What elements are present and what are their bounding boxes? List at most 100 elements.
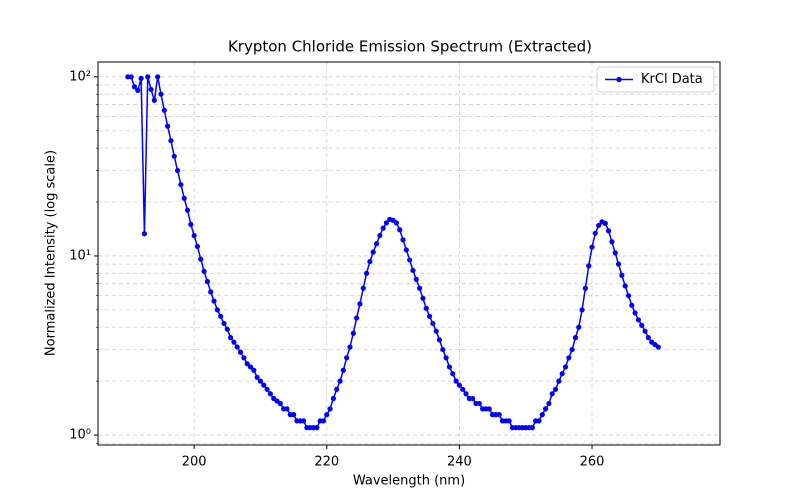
point <box>629 302 635 308</box>
point <box>128 74 134 80</box>
point <box>546 400 552 407</box>
point <box>632 310 638 316</box>
point <box>300 418 307 424</box>
point <box>436 337 443 343</box>
x-axis-label: Wavelength (nm) <box>353 474 465 489</box>
point <box>347 344 353 350</box>
point <box>592 230 598 236</box>
y-tick-label: 10² <box>69 69 91 84</box>
series <box>125 74 661 431</box>
plot-frame <box>97 61 721 446</box>
point <box>208 289 214 295</box>
point <box>320 418 327 424</box>
point <box>363 270 370 276</box>
point <box>413 276 419 282</box>
point <box>131 84 138 90</box>
point <box>556 378 562 384</box>
point <box>231 339 237 345</box>
point <box>158 91 164 97</box>
point <box>612 250 618 256</box>
point <box>145 74 151 80</box>
point <box>426 313 433 319</box>
point <box>463 391 469 397</box>
point <box>367 258 373 265</box>
point <box>576 324 582 330</box>
point <box>141 231 148 237</box>
point <box>430 320 436 327</box>
point <box>261 382 267 388</box>
point <box>221 320 227 327</box>
point <box>194 243 201 250</box>
point <box>635 317 642 323</box>
point <box>151 97 157 103</box>
point <box>161 107 167 113</box>
point <box>602 220 608 226</box>
point <box>264 386 270 392</box>
point <box>214 307 220 313</box>
point <box>625 293 632 299</box>
point <box>433 328 439 334</box>
point <box>247 364 254 370</box>
point <box>566 355 572 361</box>
point <box>529 425 535 431</box>
point <box>407 257 413 263</box>
point <box>254 374 260 380</box>
point <box>148 86 154 93</box>
point <box>218 313 224 319</box>
point <box>138 75 144 81</box>
point <box>446 364 453 370</box>
point <box>655 344 661 350</box>
point <box>420 295 426 301</box>
point <box>596 222 602 229</box>
point <box>622 283 628 289</box>
legend-box <box>596 66 715 93</box>
chart-title: Krypton Chloride Emission Spectrum (Extr… <box>228 38 592 56</box>
point <box>539 412 545 418</box>
point <box>562 364 569 370</box>
point <box>642 328 648 334</box>
point <box>549 391 555 397</box>
point <box>645 335 651 341</box>
point <box>619 272 625 278</box>
point <box>237 349 244 355</box>
point <box>397 227 403 233</box>
point <box>135 87 141 93</box>
point <box>291 412 297 418</box>
point <box>403 247 409 253</box>
point <box>639 322 645 328</box>
x-tick-label: 240 <box>447 455 472 470</box>
point <box>354 315 360 321</box>
point <box>380 225 386 231</box>
legend: KrCl Data <box>596 66 715 93</box>
point <box>579 307 585 313</box>
point <box>350 330 356 336</box>
point <box>267 391 274 397</box>
point <box>615 261 622 267</box>
point <box>417 285 423 291</box>
point <box>198 256 204 262</box>
point <box>569 346 575 353</box>
x-tick-label: 220 <box>314 455 339 470</box>
point <box>168 138 174 144</box>
point <box>191 232 197 239</box>
point <box>586 263 592 269</box>
point <box>251 367 257 373</box>
point <box>330 395 337 402</box>
point <box>244 361 250 367</box>
point <box>337 378 343 384</box>
point <box>314 425 320 431</box>
y-tick-label: 10¹ <box>69 248 91 263</box>
point <box>443 355 449 361</box>
point <box>373 241 380 247</box>
point <box>204 278 211 285</box>
point <box>188 221 194 228</box>
point <box>224 326 230 332</box>
point <box>410 267 416 274</box>
point <box>393 220 400 226</box>
y-axis-label: Normalized Intensity (log scale) <box>44 150 59 356</box>
point <box>453 378 459 384</box>
point <box>536 418 542 424</box>
x-tick-label: 260 <box>580 455 605 470</box>
point <box>234 344 240 350</box>
